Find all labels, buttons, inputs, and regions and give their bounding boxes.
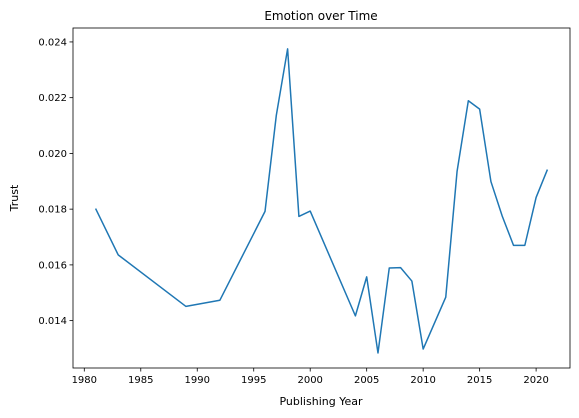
- y-tick-label-0.024: 0.024: [38, 37, 67, 48]
- y-tick-label-0.022: 0.022: [38, 93, 67, 104]
- chart-title: Emotion over Time: [264, 9, 377, 23]
- x-tick-label-2015: 2015: [467, 375, 492, 386]
- x-tick-label-2010: 2010: [410, 375, 435, 386]
- y-tick-label-0.016: 0.016: [38, 260, 67, 271]
- x-axis-label: Publishing Year: [279, 395, 362, 408]
- axes-frame: [72, 27, 571, 369]
- x-tick-label-1990: 1990: [185, 375, 210, 386]
- y-tick-label-0.018: 0.018: [38, 205, 67, 216]
- x-tick-label-1980: 1980: [72, 375, 97, 386]
- y-tick-label-0.020: 0.020: [38, 149, 67, 160]
- series-line: [94, 48, 549, 354]
- y-tick-label-0.014: 0.014: [38, 316, 67, 327]
- y-axis-label: Trust: [8, 184, 21, 212]
- plot-area: 1980 1985 1990 1995 2000 2005 2010 2015 2020 0.01…: [38, 27, 571, 386]
- x-tick-label-2020: 2020: [523, 375, 548, 386]
- x-tick-label-1985: 1985: [128, 375, 153, 386]
- x-tick-label-2005: 2005: [354, 375, 379, 386]
- x-tick-label-1995: 1995: [241, 375, 266, 386]
- x-tick-label-2000: 2000: [297, 375, 322, 386]
